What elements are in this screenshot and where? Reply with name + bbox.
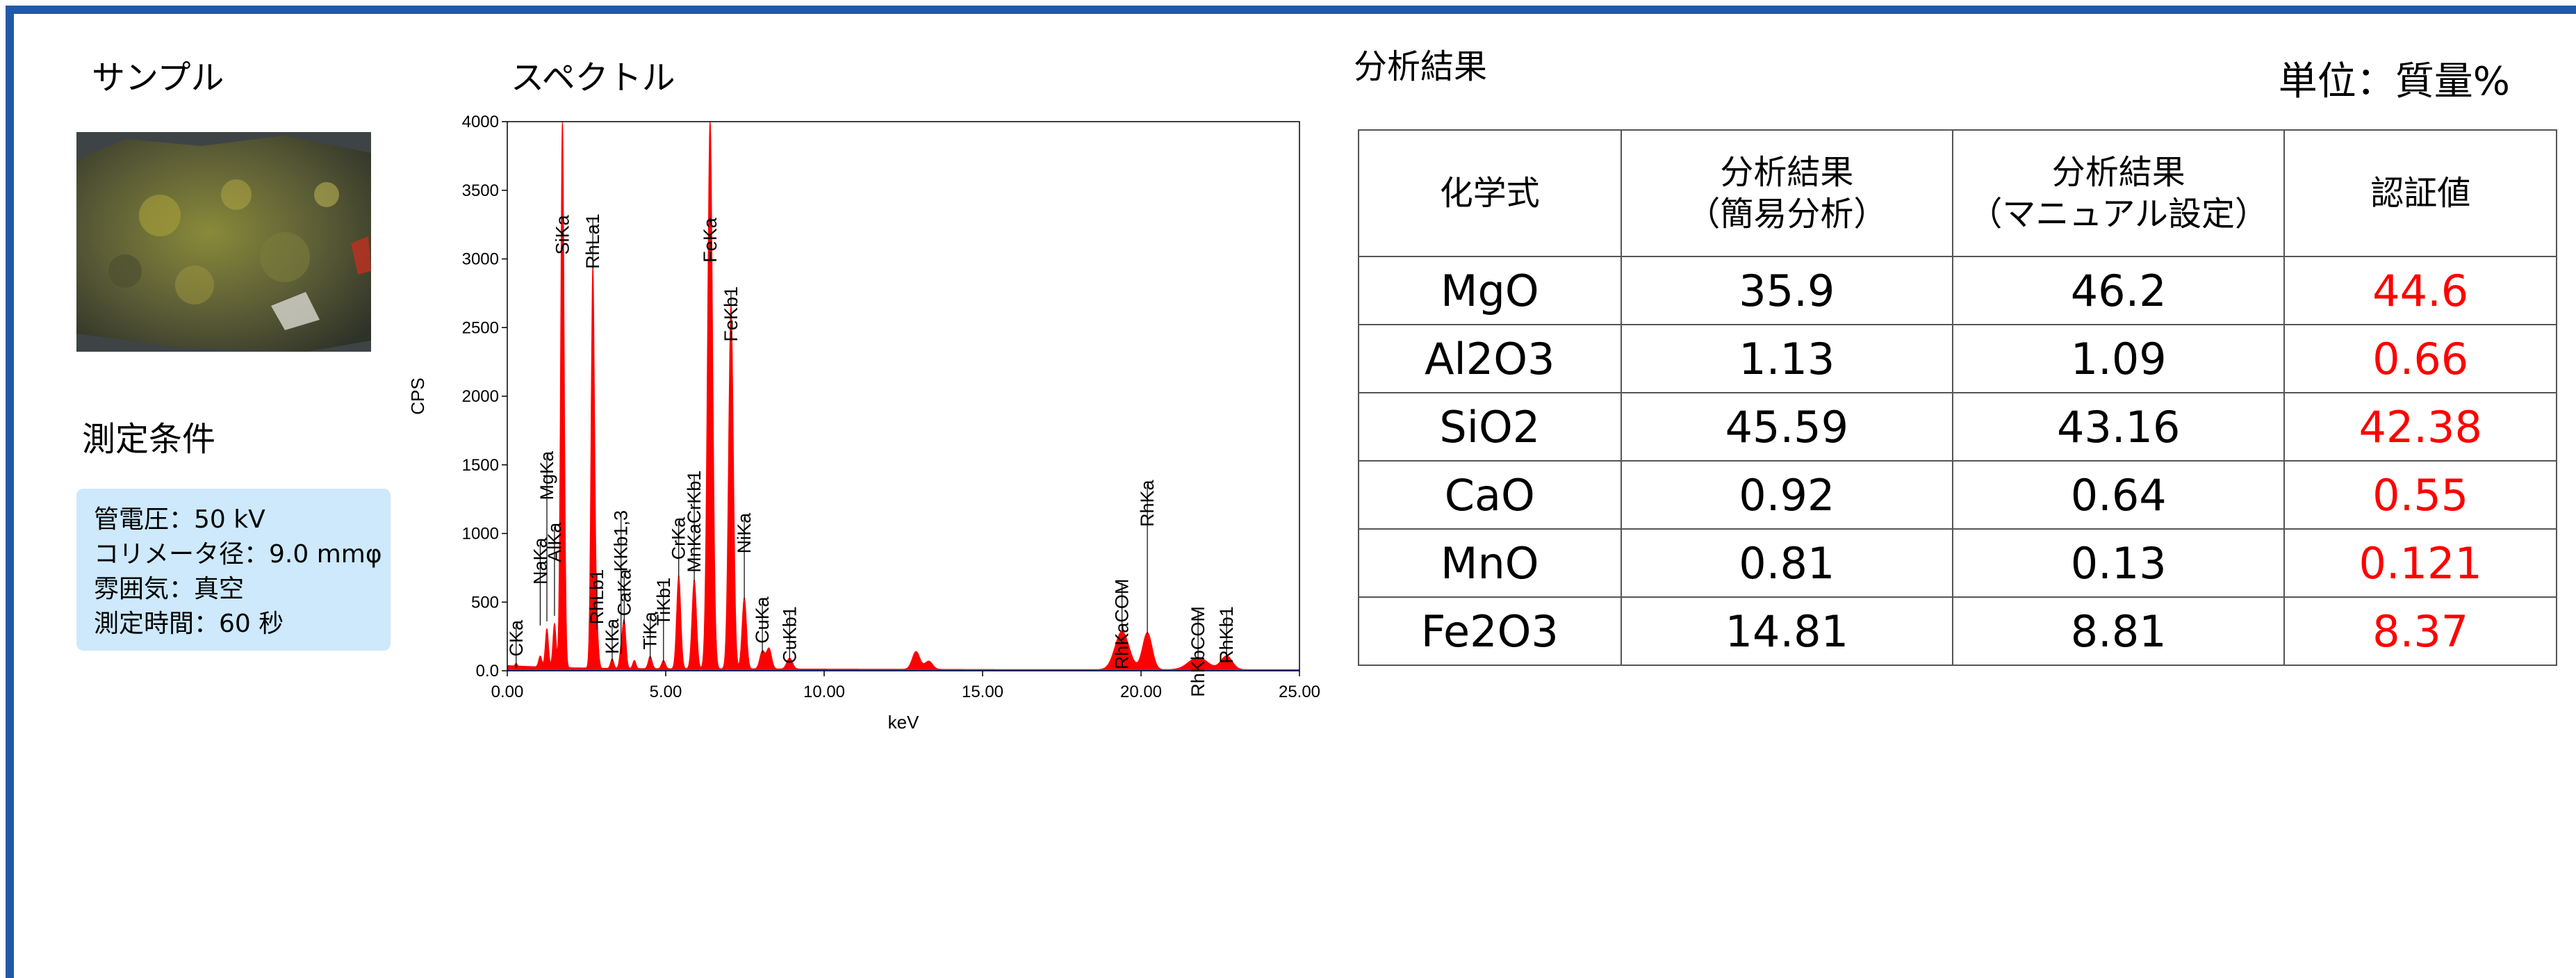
condition-atmosphere: 雰囲気：真空 xyxy=(94,575,245,603)
y-tick-label: 4000 xyxy=(462,113,499,131)
spectrum-chart: 0.0 500 1000 1500 2000 2500 3000 3500 4000 0.00 5.… xyxy=(407,113,1320,733)
cell-certified: 0.55 xyxy=(2283,460,2557,530)
cell-manual: 0.64 xyxy=(1952,460,2286,530)
cell-certified: 8.37 xyxy=(2283,596,2557,666)
cell-manual: 1.09 xyxy=(1952,324,2286,393)
y-tick-label: 2500 xyxy=(462,318,499,337)
table-header-row: 化学式 分析結果 （簡易分析） 分析結果 （マニュアル設定） 認証値 xyxy=(1358,129,2557,257)
x-tick-label: 15.00 xyxy=(962,683,1003,701)
peak-label: KKb1,3 xyxy=(611,510,632,572)
header-formula: 化学式 xyxy=(1358,129,1622,257)
cell-manual: 46.2 xyxy=(1952,256,2286,325)
peak-label: CKa xyxy=(506,619,527,657)
x-tick-label: 5.00 xyxy=(650,683,682,701)
page-frame xyxy=(6,6,2576,978)
peak-label: TiKb1 xyxy=(653,578,674,626)
peak-label: RhKbCOM xyxy=(1188,606,1208,697)
peak-label: RhKb1 xyxy=(1216,606,1237,664)
cell-formula: SiO2 xyxy=(1358,392,1622,462)
sample-heading: サンプル xyxy=(92,58,224,97)
table-row: CaO 0.92 0.64 0.55 xyxy=(1358,460,2557,530)
peak-label: FeKa xyxy=(700,217,721,263)
peak-label: MgKa xyxy=(536,450,557,500)
peak-label: AlKa xyxy=(544,522,565,562)
condition-time: 測定時間：60 秒 xyxy=(94,610,284,638)
cell-simple: 35.9 xyxy=(1620,256,1954,325)
header-certified: 認証値 xyxy=(2283,129,2557,257)
results-table: 化学式 分析結果 （簡易分析） 分析結果 （マニュアル設定） 認証値 MgO 35.… xyxy=(1358,129,2557,666)
spectrum-fill xyxy=(507,121,1300,671)
y-tick-label: 1000 xyxy=(462,525,499,544)
y-tick-label: 1500 xyxy=(462,456,499,475)
cell-formula: MnO xyxy=(1358,528,1622,598)
cell-certified: 0.121 xyxy=(2283,528,2557,598)
cell-simple: 45.59 xyxy=(1620,392,1954,462)
peak-label: RhKa xyxy=(1137,479,1158,527)
condition-collimator: コリメータ径：9.0 mmφ xyxy=(94,540,382,569)
peak-label: RhKaCOM xyxy=(1112,579,1133,670)
spectrum-axes: 0.0 500 1000 1500 2000 2500 3000 3500 4000 0.00 5.… xyxy=(407,113,1320,733)
cell-certified: 0.66 xyxy=(2283,324,2557,393)
table-row: MgO 35.9 46.2 44.6 xyxy=(1358,256,2557,325)
x-tick-label: 0.00 xyxy=(491,683,524,701)
peak-label: TiKa xyxy=(640,611,661,649)
sample-photo xyxy=(76,132,371,352)
cell-formula: Al2O3 xyxy=(1358,324,1622,393)
table-row: Al2O3 1.13 1.09 0.66 xyxy=(1358,324,2557,393)
peak-label: CrKa xyxy=(668,516,689,560)
conditions-box: 管電圧：50 kV コリメータ径：9.0 mmφ 雰囲気：真空 測定時間：60 … xyxy=(76,489,391,651)
cell-certified: 42.38 xyxy=(2283,392,2557,462)
unit-label: 単位：質量% xyxy=(2278,59,2510,104)
cell-simple: 14.81 xyxy=(1620,596,1954,666)
y-tick-label: 0.0 xyxy=(476,662,499,680)
spectrum-title: スペクトル xyxy=(511,58,675,97)
peak-label: CaKa xyxy=(614,569,634,617)
peak-label: CuKb1 xyxy=(779,606,800,664)
x-tick-label: 10.00 xyxy=(803,683,845,701)
x-tick-label: 25.00 xyxy=(1279,683,1320,701)
peak-label: RhLb1 xyxy=(586,569,607,625)
condition-voltage: 管電圧：50 kV xyxy=(94,505,265,534)
y-tick-label: 500 xyxy=(471,593,499,612)
y-tick-label: 3500 xyxy=(462,181,499,200)
cell-simple: 1.13 xyxy=(1620,324,1954,393)
cell-formula: Fe2O3 xyxy=(1358,596,1622,666)
cell-formula: MgO xyxy=(1358,256,1622,325)
peak-label: FeKb1 xyxy=(721,286,741,342)
x-axis-label: keV xyxy=(888,712,919,733)
header-manual: 分析結果 （マニュアル設定） xyxy=(1952,129,2286,257)
y-tick-label: 3000 xyxy=(462,250,499,269)
cell-simple: 0.81 xyxy=(1620,528,1954,598)
y-tick-label: 2000 xyxy=(462,387,499,406)
cell-manual: 0.13 xyxy=(1952,528,2286,598)
cell-manual: 8.81 xyxy=(1952,596,2286,666)
table-row: MnO 0.81 0.13 0.121 xyxy=(1358,528,2557,598)
results-heading: 分析結果 xyxy=(1354,47,1488,86)
cell-manual: 43.16 xyxy=(1952,392,2286,462)
peak-label: MnKaCrKb1 xyxy=(684,471,705,573)
peak-label: CuKa xyxy=(752,596,773,644)
peak-label: SiKa xyxy=(552,214,573,254)
peak-label: KKa xyxy=(602,618,623,654)
cell-simple: 0.92 xyxy=(1620,460,1954,530)
conditions-heading: 測定条件 xyxy=(82,420,216,459)
cell-certified: 44.6 xyxy=(2283,256,2557,325)
peak-label: RhLa1 xyxy=(582,213,603,269)
table-row: Fe2O3 14.81 8.81 8.37 xyxy=(1358,596,2557,666)
header-simple: 分析結果 （簡易分析） xyxy=(1620,129,1954,257)
cell-formula: CaO xyxy=(1358,460,1622,530)
peak-label: NiKa xyxy=(734,512,755,554)
x-tick-label: 20.00 xyxy=(1120,683,1162,701)
y-axis-label: CPS xyxy=(407,377,428,414)
table-row: SiO2 45.59 43.16 42.38 xyxy=(1358,392,2557,462)
